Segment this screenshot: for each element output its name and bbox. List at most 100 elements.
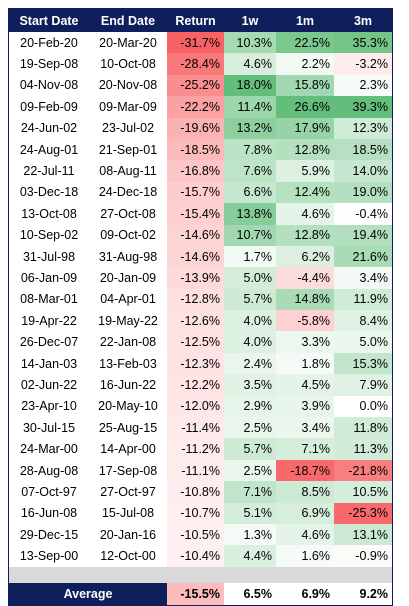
header-1m: 1m	[276, 8, 334, 32]
return-cell: -10.5%	[167, 523, 224, 546]
1w-cell: 10.3%	[224, 32, 276, 54]
start-date-cell: 07-Oct-97	[21, 484, 77, 499]
table-row: 09-Feb-09 09-Mar-09 -22.2% 11.4% 26.6% 39.3%	[9, 96, 393, 118]
table-row: 22-Jul-11 08-Aug-11 -16.8% 7.6% 5.9% 14.0%	[9, 160, 393, 182]
start-date-cell: 08-Mar-01	[20, 292, 78, 307]
1w-cell: 2.9%	[224, 395, 276, 418]
end-date-cell: 13-Feb-03	[99, 356, 157, 371]
table-row: 02-Jun-22 16-Jun-22 -12.2% 3.5% 4.5% 7.9%	[9, 374, 393, 396]
return-cell: -15.4%	[167, 203, 224, 225]
1w-cell: 10.7%	[224, 224, 276, 246]
1m-cell: 8.5%	[276, 481, 334, 503]
3m-cell: -3.2%	[334, 53, 393, 75]
start-date-cell: 02-Jun-22	[20, 377, 78, 392]
1m-cell: 17.9%	[276, 117, 334, 139]
start-date-cell: 16-Jun-08	[20, 506, 78, 521]
1m-cell: 15.8%	[276, 74, 334, 97]
return-cell: -12.0%	[167, 395, 224, 418]
start-date-cell: 13-Oct-08	[21, 206, 77, 221]
3m-cell: 3.4%	[334, 267, 393, 289]
start-date-cell: 13-Sep-00	[19, 549, 79, 564]
return-cell: -11.1%	[167, 459, 224, 482]
table-body: 20-Feb-20 20-Mar-20 -31.7% 10.3% 22.5% 35.3% 1…	[8, 32, 393, 606]
1m-cell: 3.4%	[276, 417, 334, 439]
start-date-cell: 28-Aug-08	[19, 463, 79, 478]
1w-cell: 4.4%	[224, 545, 276, 567]
3m-cell: 5.0%	[334, 331, 393, 353]
table-row: 13-Sep-00 12-Oct-00 -10.4% 4.4% 1.6% -0.9%	[9, 545, 393, 567]
table-row: 31-Jul-98 31-Aug-98 -14.6% 1.7% 6.2% 21.6%	[9, 245, 393, 268]
3m-cell: 11.3%	[334, 438, 393, 460]
1m-cell: 3.9%	[276, 395, 334, 418]
table-row: 04-Nov-08 20-Nov-08 -25.2% 18.0% 15.8% 2.3%	[9, 74, 393, 97]
end-date-cell: 12-Oct-00	[100, 549, 156, 564]
1m-cell: 7.1%	[276, 438, 334, 460]
return-cell: -11.4%	[167, 417, 224, 439]
1w-cell: 6.6%	[224, 181, 276, 204]
header-3m: 3m	[334, 8, 393, 32]
table-row: 30-Jul-15 25-Aug-15 -11.4% 2.5% 3.4% 11.8%	[9, 417, 393, 439]
start-date-cell: 26-Dec-07	[19, 335, 79, 350]
return-cell: -19.6%	[167, 117, 224, 139]
1w-cell: 1.3%	[224, 523, 276, 546]
3m-cell: 8.4%	[334, 310, 393, 332]
3m-cell: 11.9%	[334, 288, 393, 311]
1m-cell: -5.8%	[276, 310, 334, 332]
1w-cell: 7.1%	[224, 481, 276, 503]
1w-cell: 5.1%	[224, 502, 276, 524]
end-date-cell: 20-Jan-09	[99, 270, 157, 285]
start-date-cell: 14-Jan-03	[20, 356, 78, 371]
3m-cell: 7.9%	[334, 374, 393, 396]
1w-cell: 11.4%	[224, 96, 276, 118]
table-row: 24-Mar-00 14-Apr-00 -11.2% 5.7% 7.1% 11.3%	[9, 438, 393, 460]
average-label: Average	[8, 582, 167, 606]
return-cell: -28.4%	[167, 53, 224, 75]
end-date-cell: 20-May-10	[98, 399, 158, 414]
return-cell: -15.7%	[167, 181, 224, 204]
table-row: 16-Jun-08 15-Jul-08 -10.7% 5.1% 6.9% -25.3%	[9, 502, 393, 524]
table-row: 10-Sep-02 09-Oct-02 -14.6% 10.7% 12.8% 19.4%	[9, 224, 393, 246]
return-cell: -14.6%	[167, 224, 224, 246]
1w-cell: 2.4%	[224, 352, 276, 375]
1w-cell: 13.2%	[224, 117, 276, 139]
return-cell: -18.5%	[167, 138, 224, 161]
1w-cell: 5.7%	[224, 288, 276, 311]
header-end-date: End Date	[89, 8, 167, 32]
3m-cell: 15.3%	[334, 352, 393, 375]
end-date-cell: 22-Jan-08	[99, 335, 157, 350]
header-1w: 1w	[224, 8, 276, 32]
1m-cell: 4.6%	[276, 203, 334, 225]
average-row: Average -15.5% 6.5% 6.9% 9.2%	[8, 582, 393, 606]
3m-cell: -0.4%	[334, 203, 393, 225]
spacer-cell	[8, 566, 393, 583]
return-cell: -12.8%	[167, 288, 224, 311]
end-date-cell: 27-Oct-08	[100, 206, 156, 221]
3m-cell: -0.9%	[334, 545, 393, 567]
1m-cell: 14.8%	[276, 288, 334, 311]
end-date-cell: 17-Sep-08	[98, 463, 158, 478]
start-date-cell: 04-Nov-08	[19, 78, 79, 93]
1m-cell: 22.5%	[276, 32, 334, 54]
table-row: 06-Jan-09 20-Jan-09 -13.9% 5.0% -4.4% 3.4%	[9, 267, 393, 289]
end-date-cell: 09-Mar-09	[99, 99, 157, 114]
1w-cell: 7.6%	[224, 160, 276, 182]
1w-cell: 4.6%	[224, 53, 276, 75]
1m-cell: 1.8%	[276, 352, 334, 375]
3m-cell: 18.5%	[334, 138, 393, 161]
average-3m: 9.2%	[334, 582, 393, 606]
3m-cell: 2.3%	[334, 74, 393, 97]
end-date-cell: 04-Apr-01	[100, 292, 156, 307]
table-row: 19-Sep-08 10-Oct-08 -28.4% 4.6% 2.2% -3.2%	[9, 53, 393, 75]
table-row: 26-Dec-07 22-Jan-08 -12.5% 4.0% 3.3% 5.0%	[9, 331, 393, 353]
3m-cell: 35.3%	[334, 32, 393, 54]
table-row: 24-Jun-02 23-Jul-02 -19.6% 13.2% 17.9% 12.3%	[9, 117, 393, 139]
3m-cell: 0.0%	[334, 395, 393, 418]
3m-cell: 21.6%	[334, 245, 393, 268]
table-row: 20-Feb-20 20-Mar-20 -31.7% 10.3% 22.5% 35.3%	[9, 32, 393, 54]
return-cell: -22.2%	[167, 96, 224, 118]
1w-cell: 18.0%	[224, 74, 276, 97]
1m-cell: -4.4%	[276, 267, 334, 289]
table-row: 29-Dec-15 20-Jan-16 -10.5% 1.3% 4.6% 13.1%	[9, 523, 393, 546]
return-cell: -31.7%	[167, 32, 224, 54]
1m-cell: 12.8%	[276, 224, 334, 246]
